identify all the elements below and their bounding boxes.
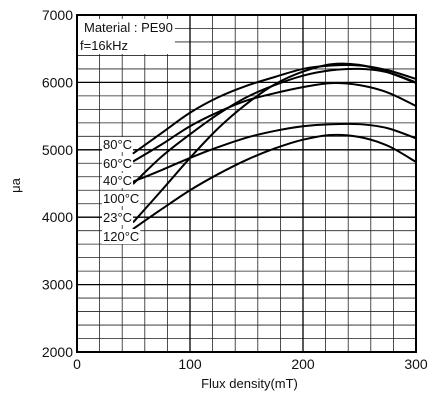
annotation-frequency: f=16kHz bbox=[80, 38, 128, 53]
series-label-background bbox=[102, 229, 141, 244]
y-tick-label: 3000 bbox=[42, 277, 73, 293]
x-axis-label: Flux density(mT) bbox=[201, 376, 298, 391]
y-tick-label: 4000 bbox=[42, 209, 73, 225]
y-tick-label: 2000 bbox=[42, 344, 73, 360]
series-line-4 bbox=[132, 62, 417, 223]
x-tick-label: 0 bbox=[73, 356, 81, 372]
y-tick-label: 5000 bbox=[42, 142, 73, 158]
series-label: 23°C bbox=[103, 210, 132, 225]
plot-frame bbox=[76, 14, 417, 353]
x-tick-labels: 0 100 200 300 bbox=[73, 356, 428, 372]
annotation-material: Material : PE90 bbox=[84, 20, 173, 35]
series-label: 60°C bbox=[103, 156, 132, 171]
series-label: 120°C bbox=[103, 229, 139, 244]
series-line-5 bbox=[132, 133, 417, 230]
series-label: 40°C bbox=[103, 173, 132, 188]
series-layer bbox=[132, 62, 417, 230]
y-axis-label: μa bbox=[8, 177, 23, 192]
x-tick-label: 100 bbox=[178, 356, 202, 372]
series-line-1 bbox=[132, 81, 417, 163]
series-label-background bbox=[102, 191, 141, 206]
minor-grid bbox=[77, 15, 416, 352]
x-tick-label: 300 bbox=[404, 356, 428, 372]
series-label-background bbox=[102, 210, 134, 225]
y-tick-label: 6000 bbox=[42, 74, 73, 90]
y-tick-label: 7000 bbox=[42, 7, 73, 23]
series-label: 80°C bbox=[103, 137, 132, 152]
series-labels: 80°C 60°C 40°C 100°C 23°C 120°C bbox=[102, 137, 141, 244]
series-label-background bbox=[102, 156, 134, 171]
annotation-box bbox=[78, 19, 175, 54]
x-tick-label: 200 bbox=[291, 356, 315, 372]
series-line-2 bbox=[132, 122, 417, 183]
y-tick-labels: 2000 3000 4000 5000 6000 7000 bbox=[42, 7, 73, 360]
series-label-background bbox=[102, 173, 134, 188]
series-label-background bbox=[102, 137, 134, 152]
series-label: 100°C bbox=[103, 191, 139, 206]
